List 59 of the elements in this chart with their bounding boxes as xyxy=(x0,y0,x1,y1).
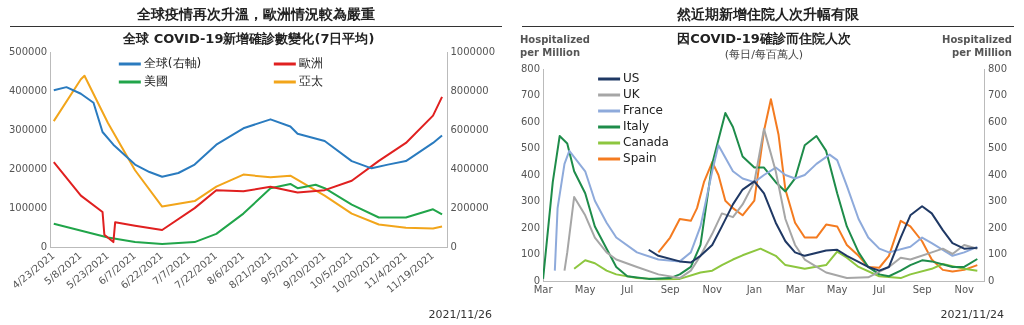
y2-tick-label: 100 xyxy=(987,248,1008,260)
y2-tick-label: 600 xyxy=(987,115,1008,127)
x-tick-label: May xyxy=(826,283,848,295)
y2-tick-label: 400 xyxy=(987,168,1008,180)
y2-axis-title: Hospitalized per Million xyxy=(942,33,1012,58)
chart-subtitle: 全球 COVID-19新增確診數變化(7日平均) xyxy=(122,30,375,46)
y2-tick-label: 500 xyxy=(987,142,1008,154)
x-tick-label: Jan xyxy=(745,283,763,295)
y2-tick-label: 600000 xyxy=(450,123,489,135)
x-tick-label: Nov xyxy=(954,283,975,295)
y-tick-label: 200000 xyxy=(8,162,48,174)
x-tick-label: May xyxy=(574,283,596,295)
legend-label: US xyxy=(623,71,640,86)
chart-title: 全球疫情再次升溫，歐洲情況較為嚴重 xyxy=(10,2,502,27)
y-tick-label: 500000 xyxy=(8,45,48,57)
y-tick-label: 700 xyxy=(520,89,541,101)
x-tick-label: Sep xyxy=(660,283,680,295)
y2-tick-label: 0 xyxy=(450,240,457,252)
legend-label: 全球(右軸) xyxy=(143,56,202,71)
y-tick-label: 400 xyxy=(520,168,541,180)
x-tick-label: Jul xyxy=(872,283,886,295)
text: 2021/11/24 xyxy=(940,308,1004,321)
y-tick-label: 100 xyxy=(520,248,541,260)
y2-tick-label: 800 xyxy=(987,62,1008,74)
y2-tick-label: 300 xyxy=(987,195,1008,207)
x-tick-label: Sep xyxy=(912,283,932,295)
x-tick-label: Nov xyxy=(702,283,723,295)
chart-title: 然近期新增住院人次升幅有限 xyxy=(522,2,1014,27)
y-tick-label: 500 xyxy=(520,142,541,154)
legend-label: Spain xyxy=(623,151,657,166)
text: 2021/11/26 xyxy=(428,308,492,321)
x-tick-label: Mar xyxy=(533,283,554,295)
y-tick-label: 300000 xyxy=(8,123,48,135)
y-tick-label: 600 xyxy=(520,115,541,127)
chart-subtitle: 因COVID-19確診而住院人次 (每日/每百萬人) xyxy=(677,30,852,62)
y-tick-label: 0 xyxy=(533,274,541,286)
x-tick-label: Mar xyxy=(785,283,806,295)
legend-label: Italy xyxy=(623,119,650,134)
y2-tick-label: 400000 xyxy=(450,162,489,174)
legend-label: France xyxy=(623,103,663,118)
y-tick-label: 300 xyxy=(520,195,541,207)
y-axis-title: Hospitalized per Million xyxy=(520,33,590,58)
y-tick-label: 100000 xyxy=(8,201,48,213)
y2-tick-label: 200000 xyxy=(450,201,489,213)
y2-tick-label: 200 xyxy=(987,221,1008,233)
x-tick-label: Jul xyxy=(620,283,634,295)
y-tick-label: 200 xyxy=(520,221,541,233)
y-tick-label: 800 xyxy=(520,62,541,74)
y-tick-label: 400000 xyxy=(8,84,48,96)
y-tick-label: 0 xyxy=(40,240,48,252)
y2-tick-label: 700 xyxy=(987,89,1008,101)
legend-label: Canada xyxy=(623,135,669,150)
y2-tick-label: 800000 xyxy=(450,84,489,96)
legend-label: 亞太 xyxy=(298,74,323,89)
y2-tick-label: 0 xyxy=(987,274,995,286)
y2-tick-label: 1000000 xyxy=(450,45,496,57)
legend-label: 歐洲 xyxy=(298,56,323,71)
legend-label: UK xyxy=(623,87,641,102)
legend-label: 美國 xyxy=(143,74,168,89)
